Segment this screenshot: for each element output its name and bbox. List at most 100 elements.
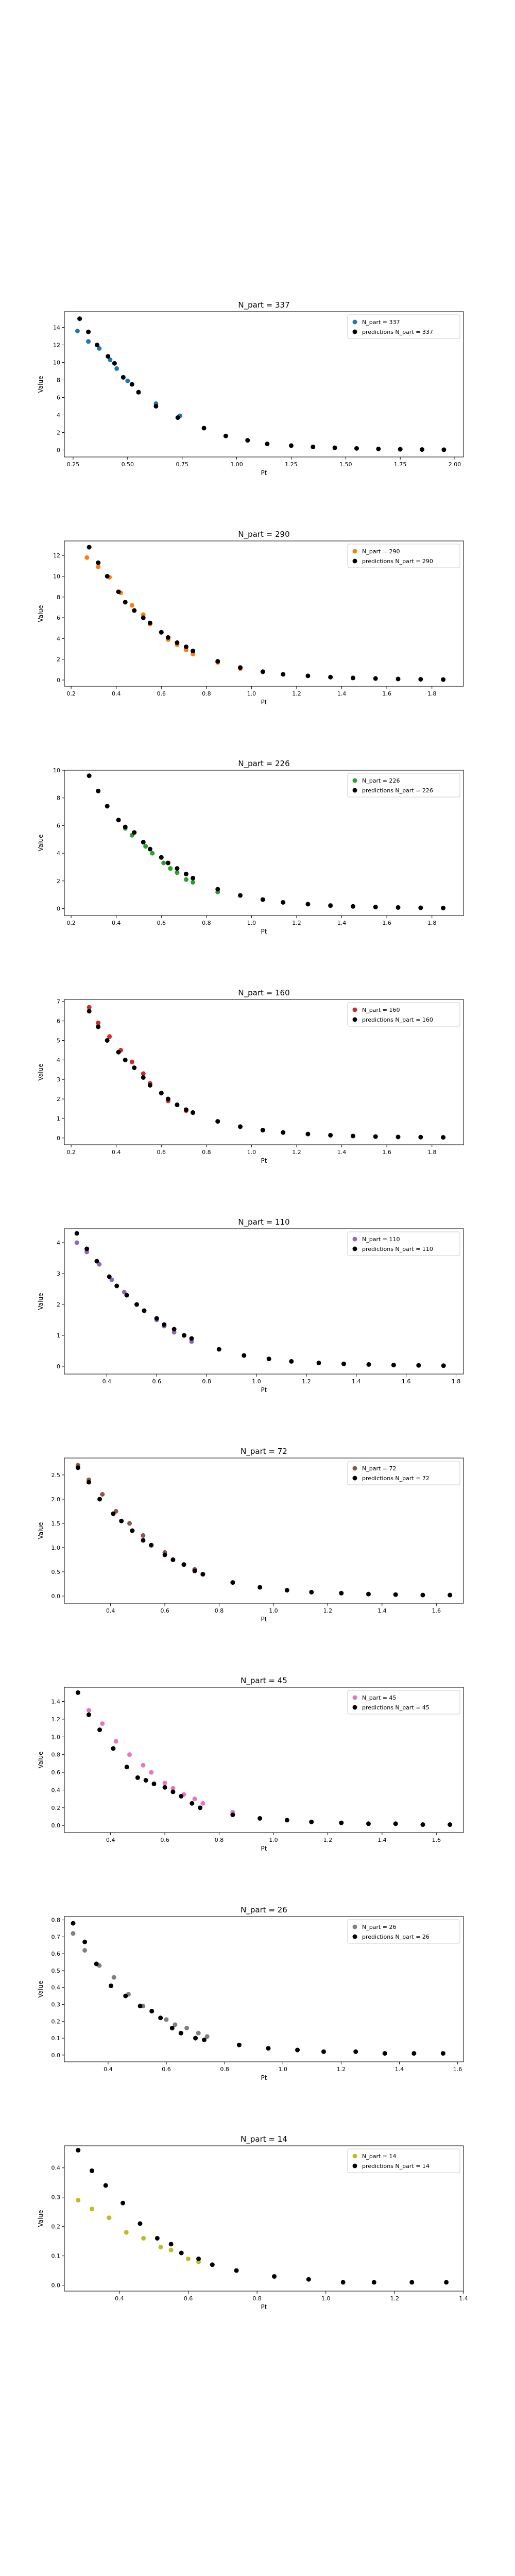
y-tick-label: 0.2 (52, 2224, 61, 2230)
legend-label: N_part = 226 (362, 777, 400, 784)
prediction-point (107, 1274, 112, 1279)
prediction-point (170, 1789, 176, 1794)
y-tick-label: 5 (57, 1037, 60, 1044)
y-axis-label: Value (37, 605, 44, 622)
series-predictions (74, 1231, 446, 1368)
prediction-point (245, 438, 250, 443)
prediction-point (416, 1363, 421, 1368)
y-tick-label: 0.1 (52, 2253, 61, 2260)
data-point (114, 366, 119, 371)
prediction-point (328, 674, 333, 680)
y-tick-label: 0.7 (52, 1934, 61, 1940)
x-tick-label: 1.2 (390, 2295, 400, 2302)
prediction-point (242, 1353, 247, 1358)
prediction-point (141, 840, 146, 845)
data-point (74, 1240, 79, 1245)
legend-label: predictions N_part = 14 (362, 2163, 430, 2170)
prediction-point (236, 2042, 242, 2047)
x-tick-label: 1.2 (292, 920, 301, 926)
legend-label: N_part = 14 (362, 2153, 397, 2160)
axes-frame (64, 1687, 464, 1833)
subplot-2: N_part = 290 0.2 0.4 0.6 0.8 1.0 1.2 1.4 1.6 1.8 0… (37, 530, 464, 706)
y-tick-label: 2.5 (52, 1472, 61, 1479)
data-point (168, 2247, 174, 2252)
legend-label: N_part = 337 (362, 319, 400, 326)
prediction-point (124, 1765, 129, 1770)
prediction-point (124, 1293, 129, 1298)
x-tick-label: 0.8 (202, 1378, 211, 1385)
data-point (196, 2030, 201, 2036)
legend-marker (352, 2154, 357, 2159)
y-tick-label: 1.5 (52, 1520, 61, 1527)
y-axis-label: Value (37, 1293, 44, 1310)
data-point (113, 1739, 118, 1744)
prediction-point (350, 675, 355, 681)
y-tick-label: 2.0 (52, 1496, 61, 1503)
prediction-point (393, 1821, 398, 1826)
y-tick-label: 10 (53, 767, 60, 774)
legend-label: N_part = 110 (362, 1236, 400, 1243)
data-point (76, 2197, 81, 2202)
axes-frame (64, 311, 464, 457)
data-point (175, 870, 180, 875)
x-tick-label: 1.0 (321, 2295, 331, 2302)
legend-marker (352, 1236, 357, 1242)
prediction-point (238, 893, 243, 898)
prediction-point (373, 905, 378, 910)
y-tick-label: 0.3 (52, 2002, 61, 2008)
prediction-point (141, 615, 146, 620)
prediction-point (105, 804, 110, 809)
legend-box (347, 1231, 460, 1256)
prediction-point (121, 375, 126, 380)
data-point (84, 555, 90, 560)
data-point (97, 1262, 102, 1267)
legend-marker (352, 2163, 357, 2168)
x-tick-label: 0.4 (104, 2066, 113, 2073)
prediction-point (158, 2015, 163, 2021)
chart-title: N_part = 290 (238, 530, 289, 539)
prediction-point (132, 1065, 137, 1070)
prediction-point (266, 2046, 271, 2051)
prediction-point (74, 1231, 79, 1236)
data-point (141, 1071, 146, 1076)
x-tick-label: 1.8 (452, 1378, 461, 1385)
prediction-point (202, 2037, 207, 2042)
prediction-point (448, 1592, 453, 1598)
prediction-point (175, 1102, 180, 1107)
prediction-point (309, 1819, 314, 1824)
y-tick-label: 2 (57, 878, 60, 885)
x-tick-label: 1.6 (382, 1149, 391, 1156)
prediction-point (238, 665, 243, 670)
x-tick-label: 0.4 (112, 1149, 121, 1156)
prediction-point (306, 2277, 311, 2282)
series-predictions (87, 1009, 446, 1140)
prediction-point (116, 818, 121, 823)
prediction-point (396, 1134, 401, 1140)
prediction-point (170, 1557, 176, 1562)
prediction-point (215, 659, 220, 664)
y-axis-label: Value (37, 1981, 44, 1998)
x-tick-label: 1.4 (459, 2295, 468, 2302)
x-tick-label: 1.0 (252, 1378, 261, 1385)
prediction-point (84, 1246, 90, 1251)
series-data (123, 826, 220, 894)
x-tick-label: 0.8 (215, 1837, 224, 1843)
series-data (71, 1931, 210, 2039)
y-tick-label: 2 (57, 1301, 60, 1308)
y-tick-label: 0 (57, 447, 60, 453)
legend-box (347, 1690, 460, 1715)
y-tick-label: 12 (53, 342, 60, 349)
data-point (173, 2022, 178, 2027)
x-tick-label: 0.6 (152, 1378, 161, 1385)
subplot-9: N_part = 14 0.4 0.6 0.8 1.0 1.2 1.4 0.0 0.1 0.2 0.… (37, 2134, 468, 2311)
prediction-point (165, 1096, 170, 1101)
prediction-point (234, 2268, 239, 2273)
prediction-point (353, 2049, 358, 2054)
data-point (183, 877, 188, 882)
prediction-point (159, 630, 164, 635)
y-tick-label: 0.3 (52, 2194, 61, 2201)
data-point (89, 2206, 94, 2211)
y-tick-label: 0.6 (52, 1769, 61, 1776)
data-point (204, 2034, 210, 2039)
data-point (191, 880, 196, 885)
